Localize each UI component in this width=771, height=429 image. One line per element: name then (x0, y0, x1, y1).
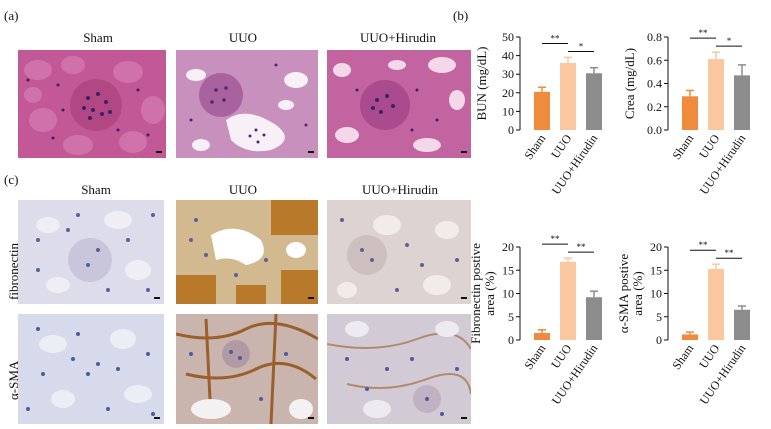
he-image-uuo (176, 50, 318, 158)
y-tick-label: 5 (656, 310, 662, 324)
bar-uuo-hirudin (734, 75, 750, 130)
y-axis-label: Fibronectin postive (468, 243, 483, 344)
significance-label: ** (725, 248, 735, 258)
he-image-sham (18, 50, 166, 158)
he-col-title-hirudin: UUO+Hirudin (360, 30, 436, 45)
y-tick-label: 15 (650, 263, 662, 277)
bar-uuo-hirudin (586, 297, 602, 340)
y-axis-label: BUN (mg/dL) (474, 46, 489, 120)
y-tick-label: 20 (502, 86, 514, 100)
y-tick-label: 0 (656, 333, 662, 347)
bar-uuo (560, 63, 576, 130)
y-axis-label: Crea (mg/dL) (622, 48, 637, 119)
y-tick-label: 20 (650, 240, 662, 254)
y-tick-label: 50 (502, 30, 514, 44)
significance-label: ** (551, 234, 561, 244)
significance-label: ** (699, 240, 709, 250)
panel-label-b: (b) (453, 8, 469, 23)
bar-sham (534, 91, 550, 130)
ihc-asma-hirudin (327, 314, 471, 424)
y-tick-label: 10 (502, 287, 514, 301)
ihc-col-title-uuo: UUO (228, 182, 258, 197)
panel-label-a: (a) (4, 8, 19, 23)
y-tick-label: 40 (502, 49, 514, 63)
y-axis-label: area (%) (630, 271, 645, 315)
he-image-hirudin (327, 50, 471, 158)
x-tick-label: Sham (669, 131, 697, 162)
bar-uuo (560, 261, 576, 340)
y-axis-label: α-SMA postive (616, 254, 631, 334)
y-tick-label: 0.4 (647, 77, 662, 91)
panel-label-c: (c) (4, 172, 19, 187)
bar-sham (682, 334, 698, 340)
ihc-asma-uuo (176, 314, 318, 424)
y-tick-label: 0 (508, 333, 514, 347)
y-tick-label: 0 (508, 123, 514, 137)
ihc-col-title-sham: Sham (81, 182, 111, 197)
significance-label: ** (699, 28, 709, 38)
y-tick-label: 0.8 (647, 30, 662, 44)
bar-sham (682, 96, 698, 130)
he-col-title-sham: Sham (83, 30, 113, 45)
ihc-fibronectin-hirudin (327, 200, 471, 304)
y-tick-label: 10 (650, 287, 662, 301)
ihc-asma-sham (18, 314, 164, 424)
bar-uuo (708, 268, 724, 340)
y-tick-label: 0.2 (647, 100, 662, 114)
ihc-fibronectin-sham (18, 200, 164, 304)
y-tick-label: 10 (502, 104, 514, 118)
significance-label: ** (551, 33, 561, 43)
ihc-col-title-hirudin: UUO+Hirudin (362, 182, 438, 197)
significance-label: * (727, 36, 732, 46)
x-tick-label: Sham (521, 131, 549, 162)
y-tick-label: 30 (502, 67, 514, 81)
x-tick-label: Sham (669, 341, 697, 372)
he-col-title-uuo: UUO (228, 30, 258, 45)
y-tick-label: 15 (502, 263, 514, 277)
y-tick-label: 0.6 (647, 53, 662, 67)
bar-uuo-hirudin (734, 309, 750, 340)
ihc-fibronectin-uuo (176, 200, 318, 304)
bar-uuo (708, 59, 724, 130)
significance-label: ** (577, 242, 587, 252)
significance-label: * (579, 41, 584, 51)
bar-sham (534, 333, 550, 340)
y-tick-label: 20 (502, 240, 514, 254)
y-axis-label: area (%) (482, 271, 497, 315)
y-tick-label: 5 (508, 310, 514, 324)
bar-uuo-hirudin (586, 73, 602, 130)
y-tick-label: 0.0 (647, 123, 662, 137)
x-tick-label: Sham (521, 341, 549, 372)
